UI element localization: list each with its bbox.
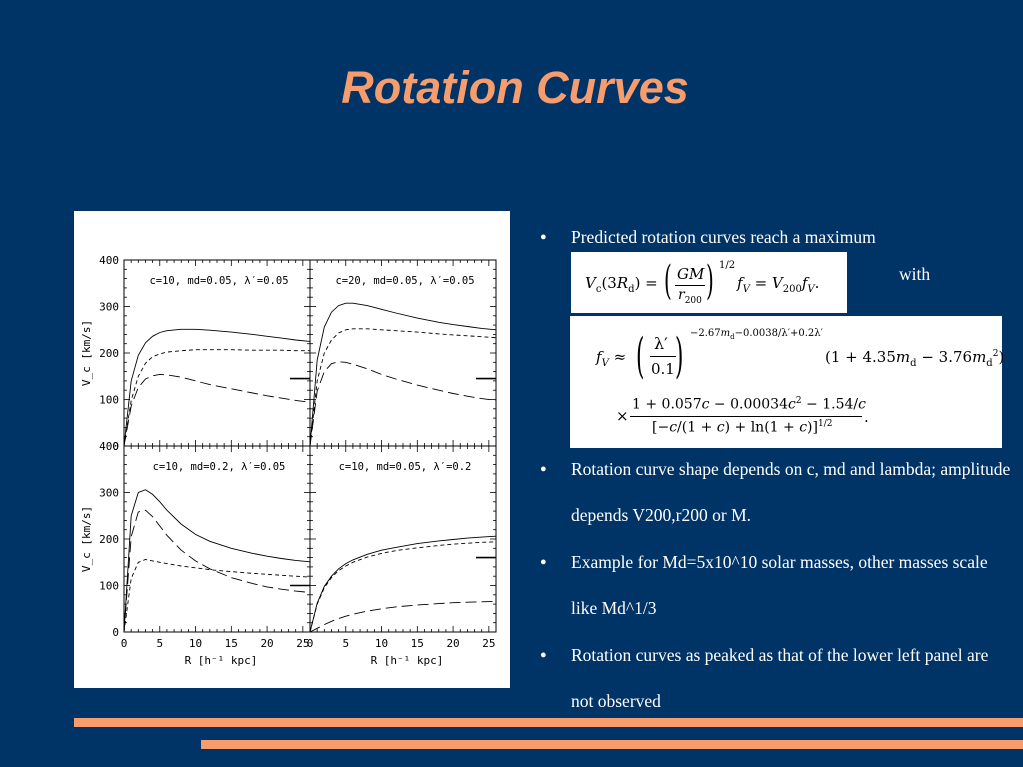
x-tick-label: 0 [307,637,314,650]
x-tick-label: 5 [156,637,163,650]
slide-title: Rotation Curves [341,62,689,113]
vc-formula-image: Vc(3Rd) = ( GM r200 ) 1/2 fV = V200fV. [571,252,847,313]
x-tick-label: 10 [375,637,388,650]
x-tick-label: 20 [446,637,459,650]
bullet-dot-icon: ● [540,556,547,568]
x-tick-label: 20 [260,637,273,650]
series-line [123,489,311,633]
panel-title: c=10, md=0.2, λ′=0.05 [153,461,286,473]
y-tick-label: 100 [99,580,119,593]
x-axis-label: R [h⁻¹ kpc] [371,654,444,667]
panel-frame [309,259,497,447]
bullet-dot-icon: ● [540,463,547,475]
x-tick-label: 10 [189,637,202,650]
x-tick-label: 25 [482,637,495,650]
series-line [309,361,497,447]
x-tick-label: 15 [225,637,238,650]
bullet-text: Rotation curves as peaked as that of the… [571,645,989,711]
decorative-stripe-bottom [201,740,1023,749]
panel-frame [123,259,311,447]
series-line [123,349,310,447]
x-tick-label: 5 [342,637,349,650]
series-line [309,535,497,633]
y-axis-label: V_c [km/s] [80,506,93,572]
bullet-text: Example for Md=5x10^10 solar masses, oth… [571,552,988,618]
series-line [309,541,497,633]
y-tick-label: 200 [99,347,119,360]
y-tick-label: 0 [112,440,119,453]
bullet-text: Rotation curve shape depends on c, md an… [571,459,1011,525]
bullet-text: Predicted rotation curves reach a maximu… [571,227,876,247]
y-tick-label: 300 [99,301,119,314]
series-line [309,302,497,447]
y-tick-label: 400 [99,440,119,453]
y-axis-label: V_c [km/s] [80,320,93,386]
y-tick-label: 100 [99,394,119,407]
with-label: with [899,264,931,284]
x-tick-label: 15 [411,637,424,650]
series-line [309,600,497,633]
panel-title: c=20, md=0.05, λ′=0.05 [335,275,474,287]
y-tick-label: 400 [99,254,119,267]
panel-title: c=10, md=0.05, λ′=0.05 [149,275,288,287]
decorative-stripe-top [74,718,1023,727]
y-tick-label: 200 [99,533,119,546]
y-tick-label: 300 [99,487,119,500]
series-line [123,328,311,447]
series-line [123,509,311,633]
series-line [309,328,497,447]
rotation-curve-figure: 0 100 200 300 400 c=10, md=0.05, λ′=0.05 V_c [… [74,211,510,688]
panel-title: c=10, md=0.05, λ′=0.2 [339,461,472,473]
panel-frame [123,445,311,633]
series-line [123,373,311,447]
panel-frame [309,445,497,633]
bullet-dot-icon: ● [540,649,547,661]
x-axis-label: R [h⁻¹ kpc] [185,654,258,667]
series-line [123,559,311,633]
y-tick-label: 0 [112,626,119,639]
fv-formula-image: fV ≈ ( λ′ 0.1 ) −2.67md−0.0038/λ′+0.2λ′ … [570,316,1004,448]
x-tick-label: 0 [121,637,128,650]
bullet-dot-icon: ● [540,231,547,243]
x-tick-label: 25 [296,637,309,650]
